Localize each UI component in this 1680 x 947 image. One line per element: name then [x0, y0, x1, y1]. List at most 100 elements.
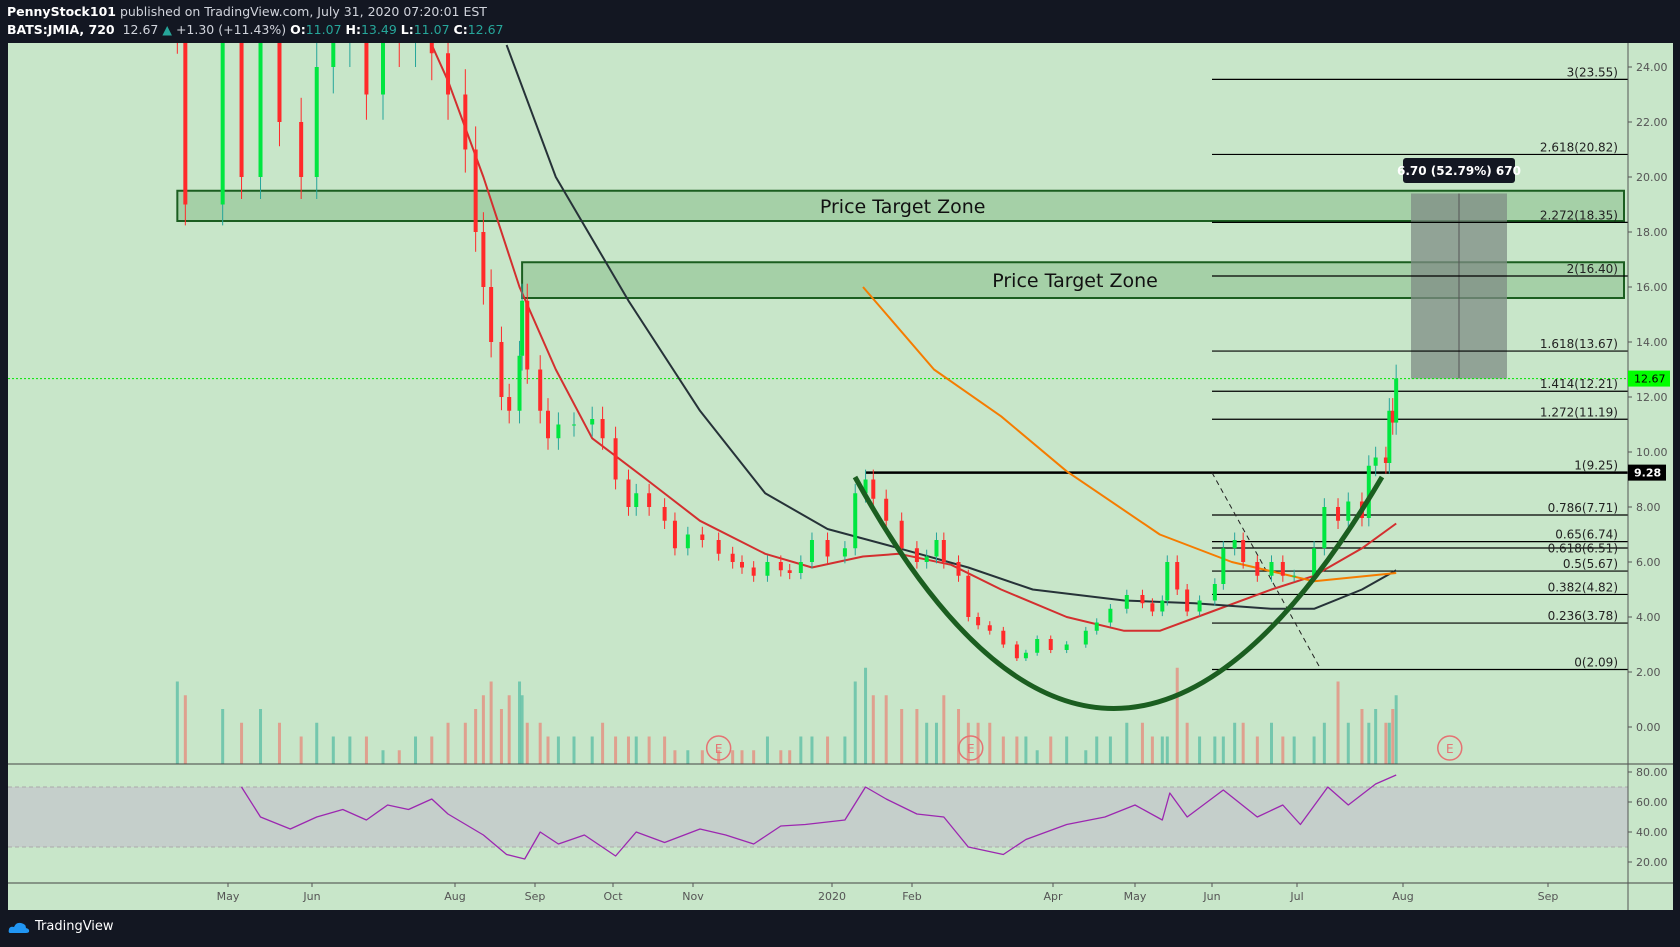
- time-tick-label: Aug: [1392, 890, 1413, 903]
- volume-bar: [546, 736, 550, 764]
- candle-body: [220, 43, 225, 205]
- moving-average-mid: [505, 44, 1397, 610]
- moving-average-slow: [862, 286, 1397, 583]
- volume-bar: [788, 750, 792, 764]
- volume-bar: [1150, 736, 1154, 764]
- volume-bar: [799, 736, 803, 764]
- volume-bar: [1394, 695, 1398, 764]
- volume-bar: [765, 736, 769, 764]
- candle-body: [600, 419, 605, 439]
- price-tick-label: 16.00: [1636, 281, 1668, 294]
- candle-body: [546, 410, 550, 439]
- open-value: 11.07: [305, 22, 342, 37]
- volume-bar: [1024, 736, 1028, 764]
- candle-body: [1322, 507, 1327, 549]
- volume-bar: [915, 709, 919, 764]
- volume-bar: [752, 750, 756, 764]
- candle-body: [314, 67, 319, 177]
- volume-bar: [538, 722, 542, 764]
- volume-bar: [740, 750, 744, 764]
- candle-body: [481, 232, 486, 287]
- volume-bar: [1165, 736, 1169, 764]
- candle-body: [1140, 595, 1145, 604]
- time-tick-label: Sep: [1538, 890, 1559, 903]
- volume-bar: [446, 722, 450, 764]
- volume-bar: [183, 695, 187, 764]
- last-price-tag-label: 12.67: [1634, 373, 1666, 386]
- price-tick-label: 2.00: [1636, 666, 1661, 679]
- price-tick-label: 4.00: [1636, 611, 1661, 624]
- candle-body: [1366, 465, 1371, 518]
- level-price-tag: [1628, 464, 1666, 481]
- volume-bar: [731, 750, 735, 764]
- close-label: C:: [453, 22, 468, 37]
- volume-bar: [1213, 736, 1217, 764]
- candle-body: [364, 43, 369, 95]
- price-tick-label: 24.00: [1636, 61, 1668, 74]
- fib-level-label: 0.65(6.74): [1555, 528, 1618, 542]
- candle-body: [863, 479, 868, 494]
- volume-bar: [925, 722, 929, 764]
- high-value: 13.49: [360, 22, 397, 37]
- fib-level-label: 1(9.25): [1574, 459, 1618, 473]
- volume-bar: [259, 709, 263, 764]
- measure-label-box: [1403, 158, 1515, 183]
- chart-canvas[interactable]: Price Target Zone Price Target Zone 6.70 (…: [0, 0, 1680, 910]
- volume-bar: [1367, 722, 1371, 764]
- volume-bar: [934, 722, 938, 764]
- price-tick-label: 14.00: [1636, 336, 1668, 349]
- time-tick-label: Jun: [1202, 890, 1220, 903]
- candle-body: [941, 540, 946, 562]
- candle-body: [258, 43, 263, 177]
- volume-bar: [966, 722, 970, 764]
- volume-bar: [1160, 736, 1164, 764]
- candle-body: [1023, 652, 1028, 659]
- fib-level-label: 0.5(5.67): [1563, 557, 1618, 571]
- volume-bar: [1387, 722, 1391, 764]
- price-tick-label: 22.00: [1636, 116, 1668, 129]
- candle-body: [613, 438, 618, 480]
- time-tick-label: Feb: [902, 890, 921, 903]
- fib-level-label: 2.272(18.35): [1540, 208, 1618, 222]
- time-axis-background: [8, 883, 1628, 910]
- candle-body: [1387, 410, 1392, 463]
- volume-bar: [277, 722, 281, 764]
- rsi-band: [8, 787, 1628, 847]
- candle-body: [1035, 639, 1040, 653]
- last-price: 12.67: [122, 22, 159, 37]
- tradingview-logo[interactable]: TradingView: [8, 919, 114, 934]
- candle-body: [1185, 589, 1190, 612]
- candle-body: [446, 53, 451, 95]
- candle-body: [429, 43, 434, 54]
- price-tick-label: 10.00: [1636, 446, 1668, 459]
- candle-body: [1014, 644, 1019, 659]
- candle-body: [1048, 639, 1053, 650]
- fib-level-label: 1.618(13.67): [1540, 337, 1618, 351]
- candle-body: [778, 562, 783, 571]
- candle-body: [987, 625, 992, 631]
- volume-bar: [221, 709, 225, 764]
- candle-body: [1373, 457, 1378, 466]
- volume-bar: [1095, 736, 1099, 764]
- volume-bar: [1221, 736, 1225, 764]
- volume-bar: [1140, 722, 1144, 764]
- candle-body: [556, 424, 561, 439]
- candle-body: [1160, 600, 1165, 612]
- candle-body: [507, 397, 512, 411]
- volume-bar: [1374, 709, 1378, 764]
- level-price-tag-label: 9.28: [1634, 467, 1661, 480]
- volume-bar: [1001, 736, 1005, 764]
- volume-bar: [884, 695, 888, 764]
- fib-level-label: 0(2.09): [1574, 656, 1618, 670]
- volume-bar: [779, 750, 783, 764]
- volume-bar: [1281, 736, 1285, 764]
- fib-level-label: 1.272(11.19): [1540, 405, 1618, 419]
- candle-body: [700, 534, 705, 540]
- author: PennyStock101: [7, 4, 116, 19]
- symbol[interactable]: BATS:JMIA, 720: [7, 22, 115, 37]
- candle-body: [538, 369, 543, 411]
- volume-bar: [1084, 750, 1088, 764]
- candle-body: [1336, 507, 1341, 521]
- candle-body: [914, 548, 919, 562]
- candle-body: [1269, 562, 1274, 576]
